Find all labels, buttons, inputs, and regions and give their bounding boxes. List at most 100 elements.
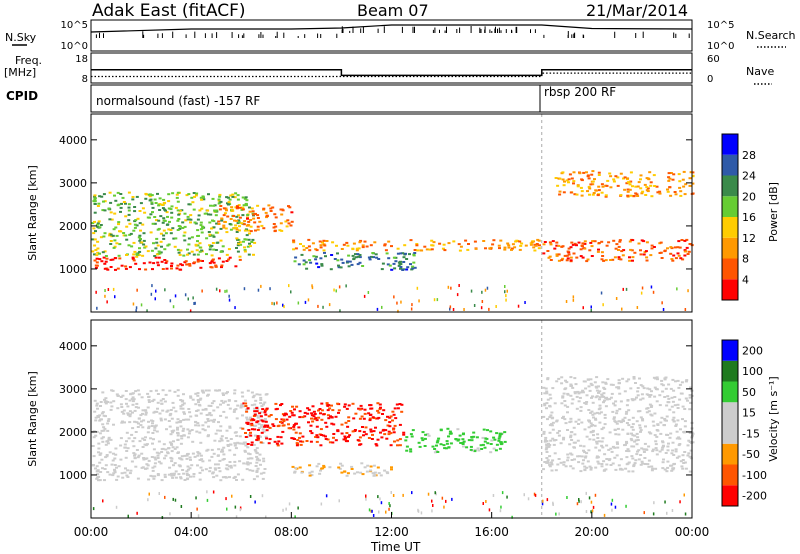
heat-cell-vel-marks	[175, 421, 179, 424]
ground-point	[482, 502, 484, 505]
heat-cell-vel-marks	[387, 433, 391, 436]
heat-cell-power-marks	[247, 238, 251, 241]
heat-cell-power-marks	[319, 257, 323, 260]
heat-cell-vel-marks	[228, 449, 232, 452]
heat-cell-vel-marks	[454, 438, 458, 441]
heat-cell-vel-marks	[124, 398, 128, 401]
heat-cell-vel-marks	[546, 459, 550, 462]
heat-cell-power-marks	[151, 222, 155, 225]
heat-cell-power-marks	[626, 188, 630, 191]
heat-cell-vel-marks	[197, 452, 201, 455]
heat-cell-power-marks	[153, 198, 157, 201]
heat-cell-vel-marks	[227, 465, 231, 468]
heat-cell-vel-marks	[562, 436, 566, 439]
heat-cell-vel-marks	[656, 429, 660, 432]
heat-cell-vel-marks	[595, 386, 599, 389]
heat-cell-vel-marks	[198, 431, 202, 434]
heat-cell-vel-marks	[402, 433, 406, 436]
heat-cell-vel-marks	[595, 442, 599, 445]
heat-cell-power-marks	[590, 255, 594, 257]
heat-cell-vel-marks	[111, 389, 115, 392]
heat-cell-vel-marks	[308, 464, 312, 467]
heat-cell-power-marks	[115, 242, 119, 245]
heat-cell-power-marks	[118, 257, 122, 260]
heat-cell-vel-marks	[340, 432, 344, 435]
heat-cell-vel-marks	[317, 416, 321, 419]
heat-cell-vel-marks	[621, 377, 625, 380]
colorbar-frame	[721, 133, 739, 301]
heat-cell-vel-marks	[492, 436, 496, 439]
heat-cell-power-marks	[605, 244, 609, 247]
heat-cell-vel-marks	[326, 404, 330, 407]
heat-cell-vel-marks	[655, 400, 659, 403]
heat-cell-power-marks	[641, 190, 645, 193]
heat-cell-vel-marks	[208, 466, 212, 469]
heat-cell-power-marks	[171, 227, 175, 230]
heat-cell-vel-marks	[585, 466, 589, 469]
heat-cell-power-marks	[597, 171, 601, 174]
heat-cell-vel-marks	[203, 429, 207, 432]
heat-cell-vel-marks	[597, 391, 600, 394]
heat-cell-vel-marks	[262, 430, 266, 433]
heat-cell-vel-marks	[581, 462, 585, 465]
heat-cell-vel-marks	[131, 392, 135, 395]
heat-cell-vel-marks	[252, 394, 256, 397]
heat-cell-vel-marks	[151, 420, 155, 423]
heat-cell-power-marks	[591, 170, 595, 173]
ground-point	[664, 500, 666, 504]
heat-cell-power-marks	[140, 241, 144, 244]
heat-cell-vel-marks	[217, 448, 221, 451]
ground-point	[492, 494, 495, 497]
heat-cell-vel-marks	[198, 478, 202, 481]
heat-cell-vel-marks	[656, 378, 659, 381]
heat-cell-vel-marks	[318, 472, 322, 475]
heat-cell-vel-marks	[370, 438, 374, 440]
heat-cell-power-marks	[124, 215, 128, 218]
heat-cell-power-marks	[253, 241, 257, 244]
heat-cell-power-marks	[330, 254, 334, 256]
heat-cell-vel-marks	[254, 399, 258, 402]
heat-cell-vel-marks	[125, 431, 129, 434]
heat-cell-vel-marks	[543, 404, 547, 407]
heat-cell-vel-marks	[619, 400, 623, 403]
heat-cell-power-marks	[358, 241, 362, 244]
heat-cell-vel-marks	[97, 447, 101, 450]
heat-cell-vel-marks	[307, 421, 310, 424]
heat-cell-vel-marks	[655, 453, 659, 456]
heat-cell-vel-marks	[602, 395, 606, 398]
ground-point	[527, 497, 530, 501]
heat-cell-vel-marks	[258, 435, 262, 438]
heat-cell-vel-marks	[144, 409, 148, 412]
heat-cell-vel-marks	[498, 447, 502, 450]
heat-cell-vel-marks	[262, 403, 265, 406]
heat-cell-power-marks	[222, 226, 226, 229]
heat-cell-power-marks	[300, 253, 304, 256]
heat-cell-vel-marks	[470, 439, 474, 442]
heat-cell-vel-marks	[245, 410, 249, 413]
heat-cell-vel-marks	[157, 460, 161, 463]
heat-cell-vel-marks	[636, 394, 640, 397]
heat-cell-vel-marks	[246, 446, 250, 449]
heat-cell-power-marks	[601, 185, 605, 188]
heat-cell-power-marks	[626, 177, 630, 180]
heat-cell-vel-marks	[168, 389, 172, 392]
ground-point	[345, 284, 347, 288]
heat-cell-vel-marks	[634, 439, 638, 442]
heat-cell-power-marks	[314, 255, 318, 258]
colorbar-tick-label: 50	[742, 386, 756, 399]
heat-cell-vel-marks	[157, 440, 161, 443]
heat-cell-vel-marks	[249, 434, 253, 437]
heat-cell-power-marks	[201, 227, 205, 230]
heat-cell-power-marks	[194, 243, 198, 246]
heat-cell-vel-marks	[156, 474, 160, 477]
heat-cell-vel-marks	[194, 421, 198, 424]
heat-cell-vel-marks	[208, 459, 212, 462]
heat-cell-vel-marks	[188, 456, 192, 459]
heat-cell-power-marks	[176, 191, 180, 194]
heat-cell-power-marks	[211, 242, 215, 244]
ground-point	[636, 306, 639, 309]
heat-cell-vel-marks	[228, 461, 232, 463]
ground-point	[443, 505, 445, 509]
heat-cell-vel-marks	[361, 426, 364, 428]
heat-cell-vel-marks	[621, 418, 625, 421]
